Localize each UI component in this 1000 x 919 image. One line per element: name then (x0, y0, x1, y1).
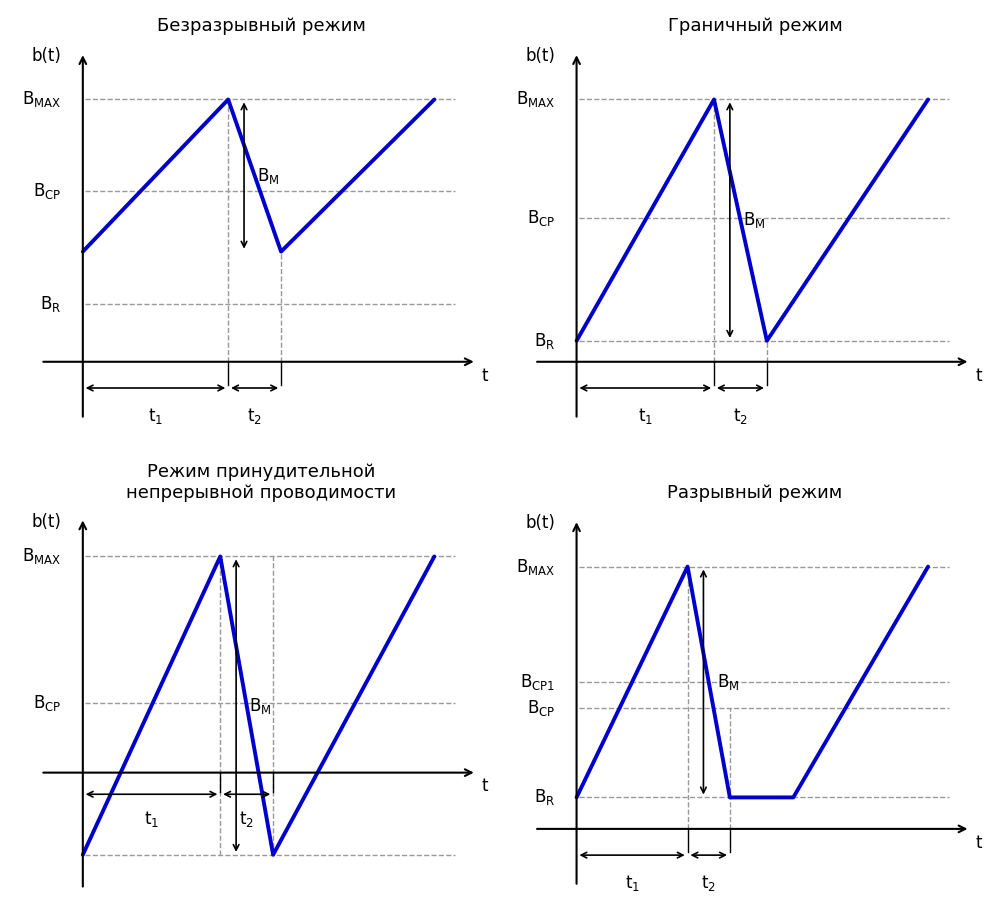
Text: b(t): b(t) (526, 47, 555, 65)
Text: t$_1$: t$_1$ (638, 406, 653, 426)
Text: B$_\mathsf{MAX}$: B$_\mathsf{MAX}$ (22, 89, 62, 109)
Text: B$_\mathsf{R}$: B$_\mathsf{R}$ (534, 788, 555, 808)
Text: t: t (976, 834, 982, 852)
Text: t$_2$: t$_2$ (239, 810, 254, 829)
Text: B$_\mathsf{MAX}$: B$_\mathsf{MAX}$ (516, 557, 555, 576)
Text: t: t (482, 367, 488, 385)
Text: B$_\mathsf{MAX}$: B$_\mathsf{MAX}$ (22, 547, 62, 566)
Text: B$_\mathsf{R}$: B$_\mathsf{R}$ (534, 331, 555, 351)
Text: b(t): b(t) (526, 514, 555, 532)
Text: t: t (482, 777, 488, 795)
Text: t$_2$: t$_2$ (701, 873, 716, 893)
Text: t$_1$: t$_1$ (148, 406, 163, 426)
Text: B$_\mathsf{CP}$: B$_\mathsf{CP}$ (33, 694, 62, 713)
Title: Разрывный режим: Разрывный режим (667, 483, 843, 502)
Text: B$_\mathsf{MAX}$: B$_\mathsf{MAX}$ (516, 89, 555, 109)
Text: t: t (976, 367, 982, 385)
Text: B$_\mathsf{CP}$: B$_\mathsf{CP}$ (527, 698, 555, 719)
Text: B$_\mathsf{CP}$: B$_\mathsf{CP}$ (527, 208, 555, 228)
Title: Режим принудительной
непрерывной проводимости: Режим принудительной непрерывной проводи… (126, 463, 396, 502)
Text: B$_\mathsf{CP}$: B$_\mathsf{CP}$ (33, 181, 62, 201)
Title: Безразрывный режим: Безразрывный режим (157, 17, 366, 35)
Text: t$_1$: t$_1$ (625, 873, 640, 893)
Text: B$_\mathsf{M}$: B$_\mathsf{M}$ (249, 696, 272, 716)
Text: B$_\mathsf{R}$: B$_\mathsf{R}$ (40, 294, 62, 314)
Text: B$_\mathsf{CP1}$: B$_\mathsf{CP1}$ (520, 672, 555, 692)
Text: t$_2$: t$_2$ (733, 406, 748, 426)
Text: B$_\mathsf{M}$: B$_\mathsf{M}$ (717, 672, 739, 692)
Title: Граничный режим: Граничный режим (668, 17, 842, 35)
Text: t$_1$: t$_1$ (144, 810, 159, 829)
Text: t$_2$: t$_2$ (247, 406, 262, 426)
Text: B$_\mathsf{M}$: B$_\mathsf{M}$ (743, 210, 766, 230)
Text: b(t): b(t) (32, 513, 62, 531)
Text: b(t): b(t) (32, 47, 62, 65)
Text: B$_\mathsf{M}$: B$_\mathsf{M}$ (257, 165, 280, 186)
